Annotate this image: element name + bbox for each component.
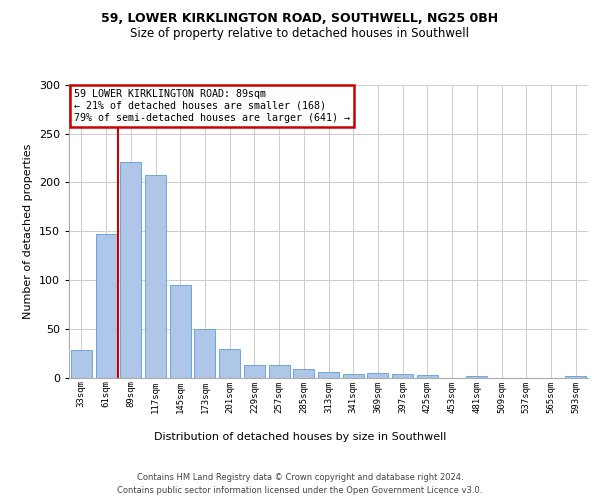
Text: 59 LOWER KIRKLINGTON ROAD: 89sqm
← 21% of detached houses are smaller (168)
79% : 59 LOWER KIRKLINGTON ROAD: 89sqm ← 21% o… bbox=[74, 90, 350, 122]
Bar bbox=[145, 174, 166, 378]
Bar bbox=[293, 368, 314, 378]
Bar bbox=[318, 372, 339, 378]
Bar bbox=[194, 329, 215, 378]
Bar bbox=[417, 374, 438, 378]
Bar bbox=[269, 365, 290, 378]
Y-axis label: Number of detached properties: Number of detached properties bbox=[23, 144, 33, 319]
Bar bbox=[71, 350, 92, 378]
Text: 59, LOWER KIRKLINGTON ROAD, SOUTHWELL, NG25 0BH: 59, LOWER KIRKLINGTON ROAD, SOUTHWELL, N… bbox=[101, 12, 499, 26]
Text: Distribution of detached houses by size in Southwell: Distribution of detached houses by size … bbox=[154, 432, 446, 442]
Text: Size of property relative to detached houses in Southwell: Size of property relative to detached ho… bbox=[131, 28, 470, 40]
Bar bbox=[95, 234, 116, 378]
Bar bbox=[244, 365, 265, 378]
Bar bbox=[392, 374, 413, 378]
Bar bbox=[170, 285, 191, 378]
Bar bbox=[343, 374, 364, 378]
Text: Contains HM Land Registry data © Crown copyright and database right 2024.: Contains HM Land Registry data © Crown c… bbox=[137, 472, 463, 482]
Bar bbox=[219, 349, 240, 378]
Text: Contains public sector information licensed under the Open Government Licence v3: Contains public sector information licen… bbox=[118, 486, 482, 495]
Bar bbox=[466, 376, 487, 378]
Bar bbox=[120, 162, 141, 378]
Bar bbox=[367, 372, 388, 378]
Bar bbox=[565, 376, 586, 378]
